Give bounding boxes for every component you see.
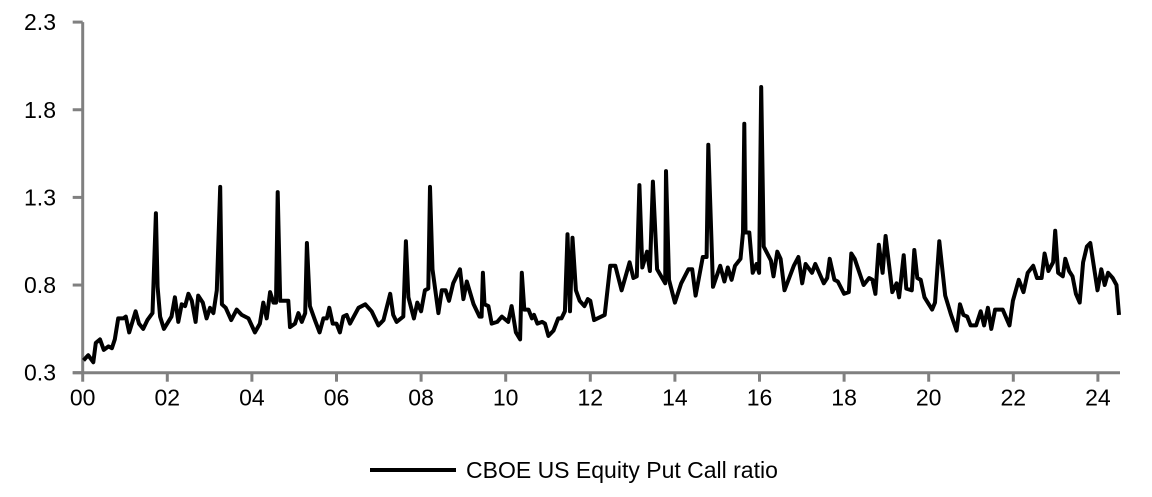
x-tick-label: 18 bbox=[831, 385, 857, 411]
x-tick-label: 14 bbox=[662, 385, 688, 411]
y-tick-label: 2.3 bbox=[24, 9, 56, 35]
x-tick-label: 08 bbox=[408, 385, 434, 411]
y-tick-label: 1.8 bbox=[24, 97, 56, 123]
y-tick-label: 1.3 bbox=[24, 184, 56, 210]
x-tick-label: 06 bbox=[324, 385, 350, 411]
y-tick-label: 0.8 bbox=[24, 272, 56, 298]
y-tick-label: 0.3 bbox=[24, 360, 56, 386]
x-tick-label: 10 bbox=[493, 385, 519, 411]
y-axis: 0.3 0.8 1.3 1.8 2.3 bbox=[24, 9, 85, 386]
x-tick-label: 04 bbox=[239, 385, 265, 411]
x-tick-label: 20 bbox=[916, 385, 942, 411]
x-tick-label: 16 bbox=[747, 385, 773, 411]
legend: CBOE US Equity Put Call ratio bbox=[370, 457, 778, 483]
x-tick-label: 02 bbox=[155, 385, 181, 411]
x-axis: 00 02 04 06 08 10 12 14 16 18 20 22 24 bbox=[70, 371, 1120, 411]
x-tick-label: 22 bbox=[1001, 385, 1027, 411]
x-tick-label: 00 bbox=[70, 385, 96, 411]
x-tick-label: 24 bbox=[1085, 385, 1111, 411]
series-line bbox=[82, 85, 1121, 365]
legend-label: CBOE US Equity Put Call ratio bbox=[466, 457, 778, 483]
series-layer bbox=[82, 85, 1121, 365]
x-tick-label: 12 bbox=[578, 385, 604, 411]
